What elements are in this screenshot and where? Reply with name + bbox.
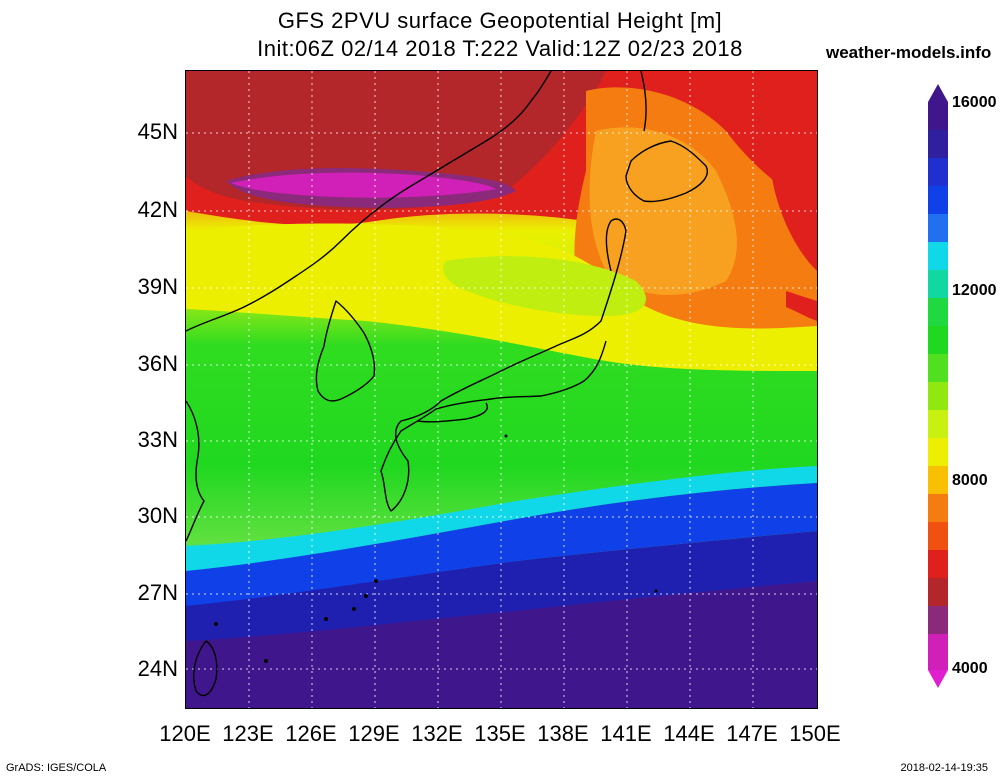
lon-label: 126E bbox=[285, 721, 337, 746]
footer-timestamp: 2018-02-14-19:35 bbox=[900, 762, 988, 774]
lat-label: 39N bbox=[137, 274, 178, 299]
colorbar bbox=[928, 84, 948, 688]
lat-label: 33N bbox=[137, 427, 178, 452]
lon-label: 147E bbox=[726, 721, 778, 746]
site-name: weather-models.info bbox=[826, 43, 992, 62]
lon-label: 138E bbox=[537, 721, 589, 746]
map-subtitle: Init:06Z 02/14 2018 T:222 Valid:12Z 02/2… bbox=[257, 36, 743, 61]
lat-label: 36N bbox=[137, 351, 178, 376]
lat-label: 30N bbox=[137, 503, 178, 528]
map-plot bbox=[185, 70, 818, 709]
colorbar-label: 8000 bbox=[952, 472, 988, 489]
lat-label: 27N bbox=[137, 580, 178, 605]
lon-label: 129E bbox=[348, 721, 400, 746]
lon-label: 135E bbox=[474, 721, 526, 746]
lat-label: 45N bbox=[137, 119, 178, 144]
lat-label: 42N bbox=[137, 197, 178, 222]
lon-label: 141E bbox=[600, 721, 652, 746]
lon-label: 150E bbox=[789, 721, 841, 746]
lat-label: 24N bbox=[137, 656, 178, 681]
lon-label: 144E bbox=[663, 721, 715, 746]
lon-label: 132E bbox=[411, 721, 463, 746]
lon-label: 120E bbox=[159, 721, 211, 746]
map-title: GFS 2PVU surface Geopotential Height [m] bbox=[277, 8, 723, 33]
colorbar-label: 4000 bbox=[952, 660, 988, 677]
lon-label: 123E bbox=[222, 721, 274, 746]
colorbar-label: 12000 bbox=[952, 282, 997, 299]
colorbar-label: 16000 bbox=[952, 94, 997, 111]
footer-credit: GrADS: IGES/COLA bbox=[6, 762, 107, 774]
